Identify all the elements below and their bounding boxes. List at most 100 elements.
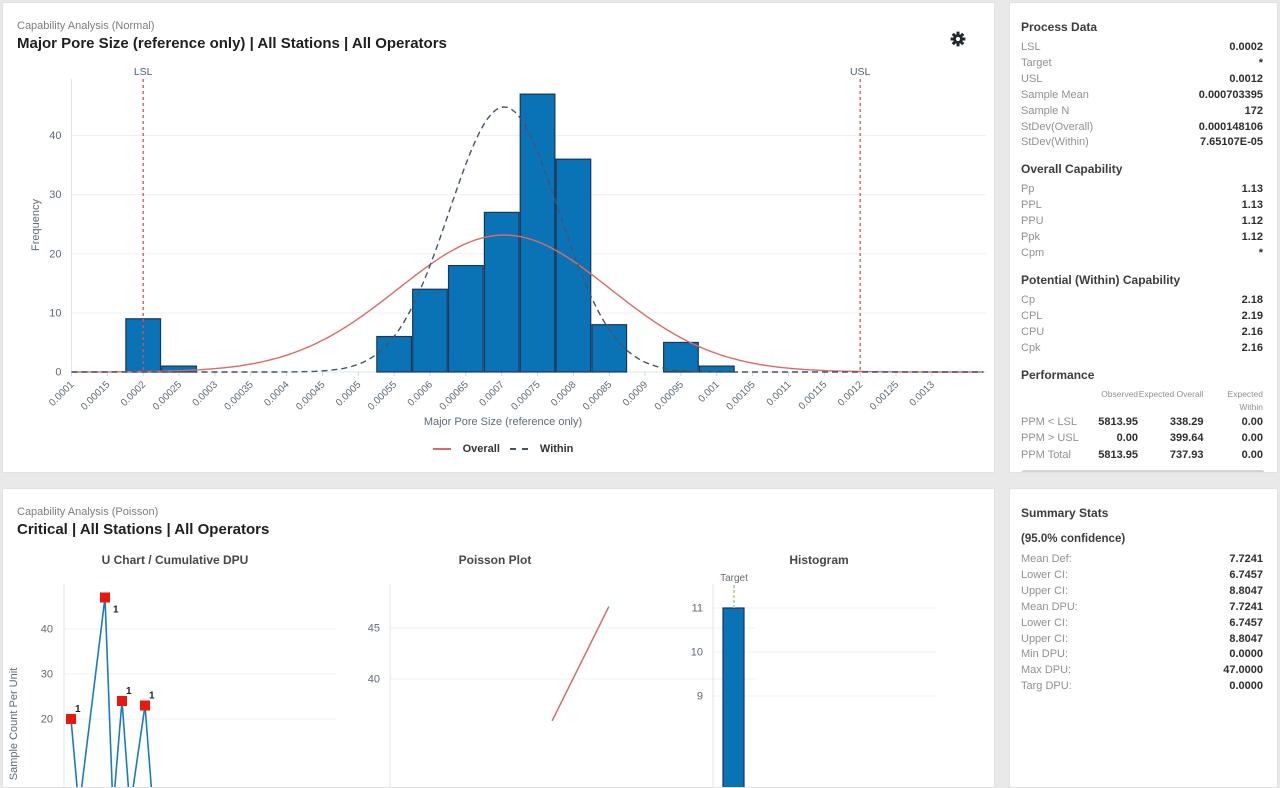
- summary-row: Max DPU:47.0000: [1021, 663, 1263, 679]
- performance-value: 0.00: [1203, 414, 1263, 431]
- ooc-point-label: 1: [149, 691, 155, 702]
- dpu-histogram-bar: [723, 608, 744, 788]
- svg-text:40: 40: [49, 130, 61, 142]
- stat-value: 1.13: [1242, 198, 1263, 214]
- chart-legend: Overall Within: [3, 443, 995, 455]
- stat-label: LSL: [1021, 40, 1041, 56]
- stat-value: 2.19: [1242, 309, 1263, 325]
- stat-label: PPL: [1021, 198, 1042, 214]
- stat-value: 2.16: [1242, 325, 1263, 341]
- svg-text:0: 0: [55, 367, 61, 379]
- histogram-bar: [449, 266, 484, 372]
- stat-value: 0.0012: [1229, 72, 1263, 88]
- x-tick-label: 0.0006: [406, 379, 436, 409]
- summary-row: Min DPU:0.0000: [1021, 647, 1263, 663]
- u-chart-line: [71, 598, 329, 788]
- svg-text:11: 11: [692, 603, 703, 615]
- x-tick-label: 0.00095: [653, 379, 687, 413]
- stat-label: Sample N: [1021, 104, 1069, 120]
- stat-label: Target: [1021, 56, 1052, 72]
- summary-value: 8.8047: [1229, 584, 1263, 600]
- x-tick-label: 0.00085: [581, 379, 615, 413]
- summary-row: Mean Def: 7.7241: [1021, 552, 1263, 568]
- x-tick-label: 0.0007: [477, 379, 507, 409]
- summary-value: 47.0000: [1223, 663, 1263, 679]
- out-of-control-marker: [117, 696, 127, 706]
- summary-row: Lower CI: 6.7457: [1021, 616, 1263, 632]
- x-tick-label: 0.0004: [262, 379, 292, 409]
- histogram-bar: [556, 159, 591, 372]
- summary-value: 7.7241: [1229, 552, 1263, 568]
- stat-label: CPL: [1021, 309, 1042, 325]
- summary-label: Upper CI:: [1021, 632, 1068, 648]
- stat-label: Ppk: [1021, 230, 1040, 246]
- summary-label: Mean DPU:: [1021, 600, 1078, 616]
- summary-row: Targ DPU:0.0000: [1021, 679, 1263, 695]
- x-tick-label: 0.0013: [908, 379, 938, 409]
- target-label: Target: [720, 573, 748, 584]
- stat-row: LSL 0.0002: [1021, 40, 1263, 56]
- x-tick-label: 0.001: [696, 379, 722, 405]
- spacer: [1021, 388, 1082, 414]
- summary-label: Lower CI:: [1021, 616, 1068, 632]
- histogram-bar: [413, 289, 448, 372]
- capability-normal-panel: Capability Analysis (Normal) Major Pore …: [2, 2, 995, 473]
- stat-value: 172: [1245, 104, 1263, 120]
- summary-label: Mean Def:: [1021, 552, 1072, 568]
- stat-row: Sample N 172: [1021, 104, 1263, 120]
- svg-text:30: 30: [49, 189, 61, 201]
- performance-value: 399.64: [1138, 430, 1203, 447]
- performance-value: 5813.95: [1082, 414, 1138, 431]
- confidence-label: (95.0% confidence): [1021, 533, 1263, 545]
- summary-value: 0.0000: [1229, 647, 1263, 663]
- stat-label: Cpk: [1021, 341, 1041, 357]
- ooc-point-label: 1: [113, 605, 119, 616]
- svg-text:10: 10: [49, 307, 61, 319]
- summary-label: Targ DPU:: [1021, 679, 1072, 695]
- svg-text:20: 20: [49, 248, 61, 260]
- stat-value: 0.000703395: [1199, 88, 1263, 104]
- stat-row: StDev(Overall)0.000148106: [1021, 120, 1263, 136]
- out-of-control-marker: [66, 714, 76, 724]
- stat-value: *: [1259, 56, 1263, 72]
- stat-value: 0.0002: [1229, 40, 1263, 56]
- stat-value: 2.16: [1242, 341, 1263, 357]
- stat-label: Cp: [1021, 293, 1035, 309]
- stat-value: 0.000148106: [1199, 120, 1263, 136]
- summary-value: 6.7457: [1229, 568, 1263, 584]
- within-legend-swatch: [510, 448, 528, 450]
- summary-label: Upper CI:: [1021, 584, 1068, 600]
- stat-value: 2.18: [1242, 293, 1263, 309]
- summary-row: Upper CI: 8.8047: [1021, 584, 1263, 600]
- performance-value: 0.00: [1203, 447, 1263, 464]
- ooc-point-label: 1: [126, 686, 132, 697]
- performance-value: 0.00: [1203, 430, 1263, 447]
- summary-value: 6.7457: [1229, 616, 1263, 632]
- svg-text:30: 30: [41, 669, 53, 681]
- x-tick-label: 0.0001: [47, 379, 77, 409]
- stat-value: *: [1259, 246, 1263, 262]
- svg-text:40: 40: [41, 624, 53, 636]
- capability-poisson-panel: Capability Analysis (Poisson) Critical |…: [2, 488, 995, 788]
- section-header: Overall Capability: [1021, 162, 1263, 176]
- stat-label: Pp: [1021, 182, 1034, 198]
- stat-row: StDev(Within)7.65107E-05: [1021, 135, 1263, 151]
- svg-text:9: 9: [697, 691, 703, 703]
- performance-value: 737.93: [1138, 447, 1203, 464]
- summary-row: Lower CI:6.7457: [1021, 568, 1263, 584]
- stat-row: Target *: [1021, 56, 1263, 72]
- x-tick-label: 0.0002: [119, 379, 149, 409]
- stat-row: PPL 1.13: [1021, 198, 1263, 214]
- performance-scrollbar[interactable]: [1021, 470, 1265, 473]
- stat-label: Cpm: [1021, 246, 1044, 262]
- stat-value: 7.65107E-05: [1200, 135, 1263, 151]
- section-header: Performance: [1021, 368, 1263, 382]
